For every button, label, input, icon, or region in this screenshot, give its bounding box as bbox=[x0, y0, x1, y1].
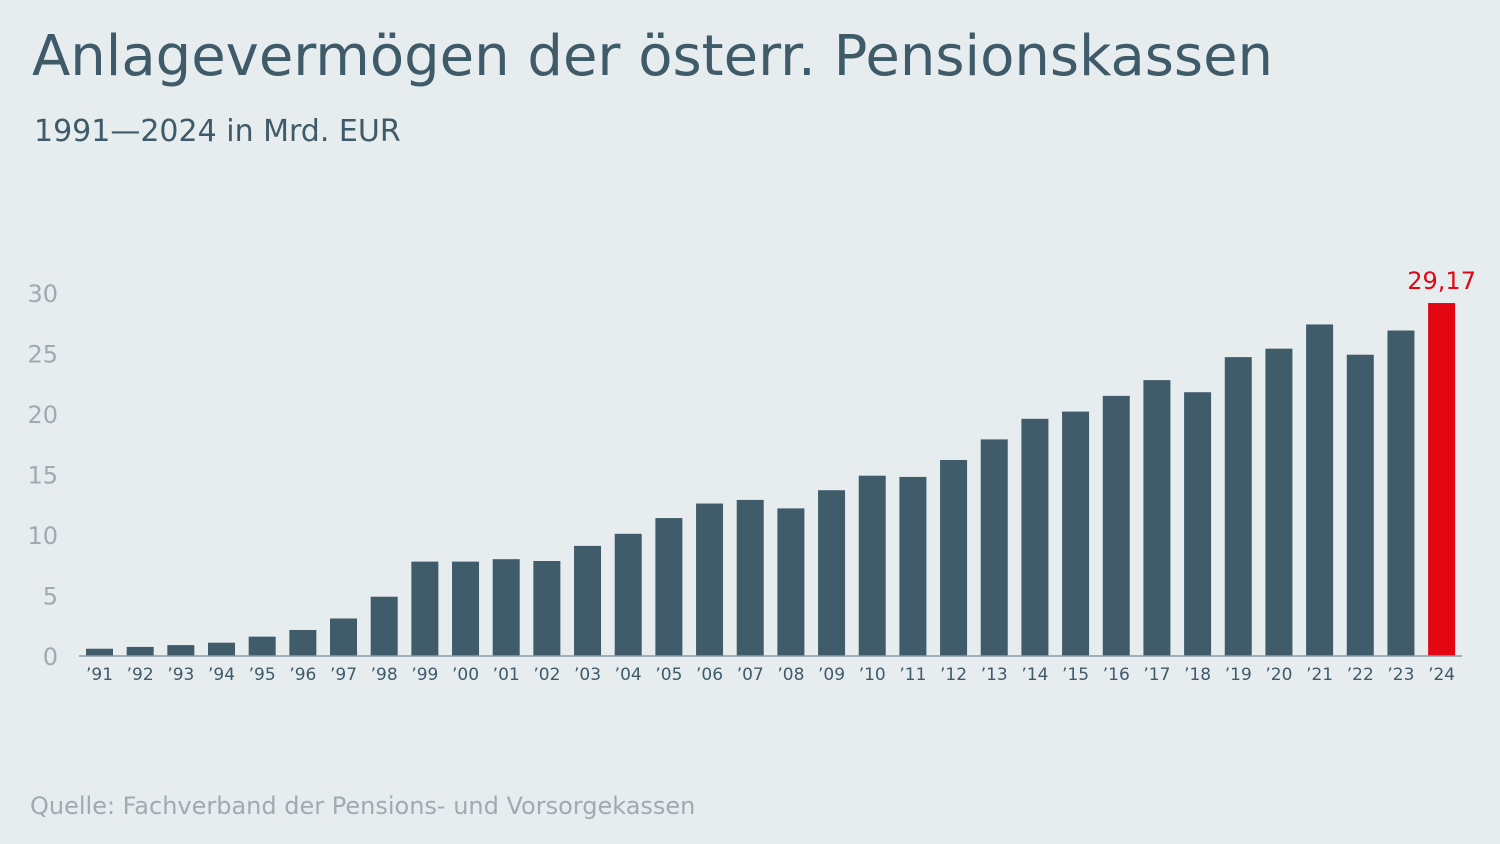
bar-19 bbox=[1224, 357, 1252, 656]
x-tick-label: ’09 bbox=[818, 665, 845, 685]
x-tick-label: ’08 bbox=[777, 665, 804, 685]
x-tick-label: ’92 bbox=[127, 665, 154, 685]
x-tick-label: ’22 bbox=[1347, 665, 1374, 685]
bar-24 bbox=[1428, 303, 1456, 656]
y-tick-label: 10 bbox=[27, 522, 58, 550]
bar-02 bbox=[533, 561, 561, 656]
bar-00 bbox=[452, 561, 480, 656]
chart-title: Anlagevermögen der österr. Pensionskasse… bbox=[32, 24, 1274, 89]
bar-08 bbox=[777, 508, 805, 656]
x-tick-label: ’18 bbox=[1184, 665, 1211, 685]
y-tick-label: 30 bbox=[27, 280, 58, 308]
x-tick-label: ’93 bbox=[167, 665, 194, 685]
x-tick-label: ’10 bbox=[859, 665, 886, 685]
x-tick-label: ’06 bbox=[696, 665, 723, 685]
data-label: 29,17 bbox=[1407, 267, 1476, 295]
bar-04 bbox=[614, 533, 642, 656]
x-tick-label: ’05 bbox=[655, 665, 682, 685]
bar-14 bbox=[1021, 418, 1049, 656]
x-tick-label: ’19 bbox=[1225, 665, 1252, 685]
y-tick-label: 0 bbox=[43, 643, 58, 671]
bar-23 bbox=[1387, 330, 1415, 656]
bar-96 bbox=[289, 629, 317, 656]
bar-11 bbox=[899, 476, 927, 656]
x-tick-label: ’20 bbox=[1265, 665, 1292, 685]
x-tick-label: ’99 bbox=[411, 665, 438, 685]
x-tick-label: ’14 bbox=[1021, 665, 1048, 685]
x-tick-label: ’07 bbox=[737, 665, 764, 685]
x-tick-label: ’16 bbox=[1103, 665, 1130, 685]
x-tick-label: ’15 bbox=[1062, 665, 1089, 685]
bar-93 bbox=[167, 645, 195, 656]
x-tick-label: ’98 bbox=[371, 665, 398, 685]
x-tick-label: ’02 bbox=[533, 665, 560, 685]
bar-92 bbox=[126, 646, 154, 656]
bar-17 bbox=[1143, 380, 1171, 656]
bar-07 bbox=[736, 499, 764, 656]
x-tick-label: ’13 bbox=[981, 665, 1008, 685]
bar-12 bbox=[940, 459, 968, 656]
x-tick-label: ’00 bbox=[452, 665, 479, 685]
bar-16 bbox=[1102, 395, 1130, 656]
bar-98 bbox=[370, 596, 398, 656]
bar-97 bbox=[330, 618, 358, 656]
bar-91 bbox=[86, 648, 113, 656]
bar-15 bbox=[1062, 411, 1090, 656]
bar-20 bbox=[1265, 348, 1293, 656]
chart-subtitle: 1991—2024 in Mrd. EUR bbox=[34, 114, 401, 149]
y-tick-label: 25 bbox=[27, 341, 58, 369]
bar-06 bbox=[696, 503, 724, 656]
x-tick-label: ’12 bbox=[940, 665, 967, 685]
bar-22 bbox=[1346, 354, 1374, 656]
y-tick-label: 15 bbox=[27, 462, 58, 490]
bar-99 bbox=[411, 561, 439, 656]
x-tick-label: ’04 bbox=[615, 665, 642, 685]
source-note: Quelle: Fachverband der Pensions- und Vo… bbox=[30, 792, 696, 820]
bar-94 bbox=[208, 642, 236, 656]
x-tick-label: ’24 bbox=[1428, 665, 1455, 685]
bar-03 bbox=[574, 545, 602, 656]
x-tick-label: ’01 bbox=[493, 665, 520, 685]
bar-21 bbox=[1306, 324, 1334, 656]
bar-09 bbox=[818, 490, 846, 656]
x-tick-label: ’17 bbox=[1143, 665, 1170, 685]
bar-18 bbox=[1184, 392, 1212, 656]
bar-01 bbox=[492, 559, 520, 656]
x-tick-label: ’03 bbox=[574, 665, 601, 685]
x-tick-label: ’91 bbox=[86, 665, 113, 685]
x-tick-label: ’95 bbox=[249, 665, 276, 685]
bar-05 bbox=[655, 518, 683, 656]
bar-95 bbox=[248, 636, 276, 656]
y-tick-label: 20 bbox=[27, 401, 58, 429]
x-tick-label: ’11 bbox=[899, 665, 926, 685]
x-tick-label: ’23 bbox=[1387, 665, 1414, 685]
x-tick-label: ’21 bbox=[1306, 665, 1333, 685]
bar-10 bbox=[858, 475, 886, 656]
y-tick-label: 5 bbox=[43, 583, 58, 611]
x-tick-label: ’96 bbox=[289, 665, 316, 685]
x-tick-label: ’94 bbox=[208, 665, 235, 685]
x-tick-label: ’97 bbox=[330, 665, 357, 685]
bar-13 bbox=[980, 439, 1008, 656]
